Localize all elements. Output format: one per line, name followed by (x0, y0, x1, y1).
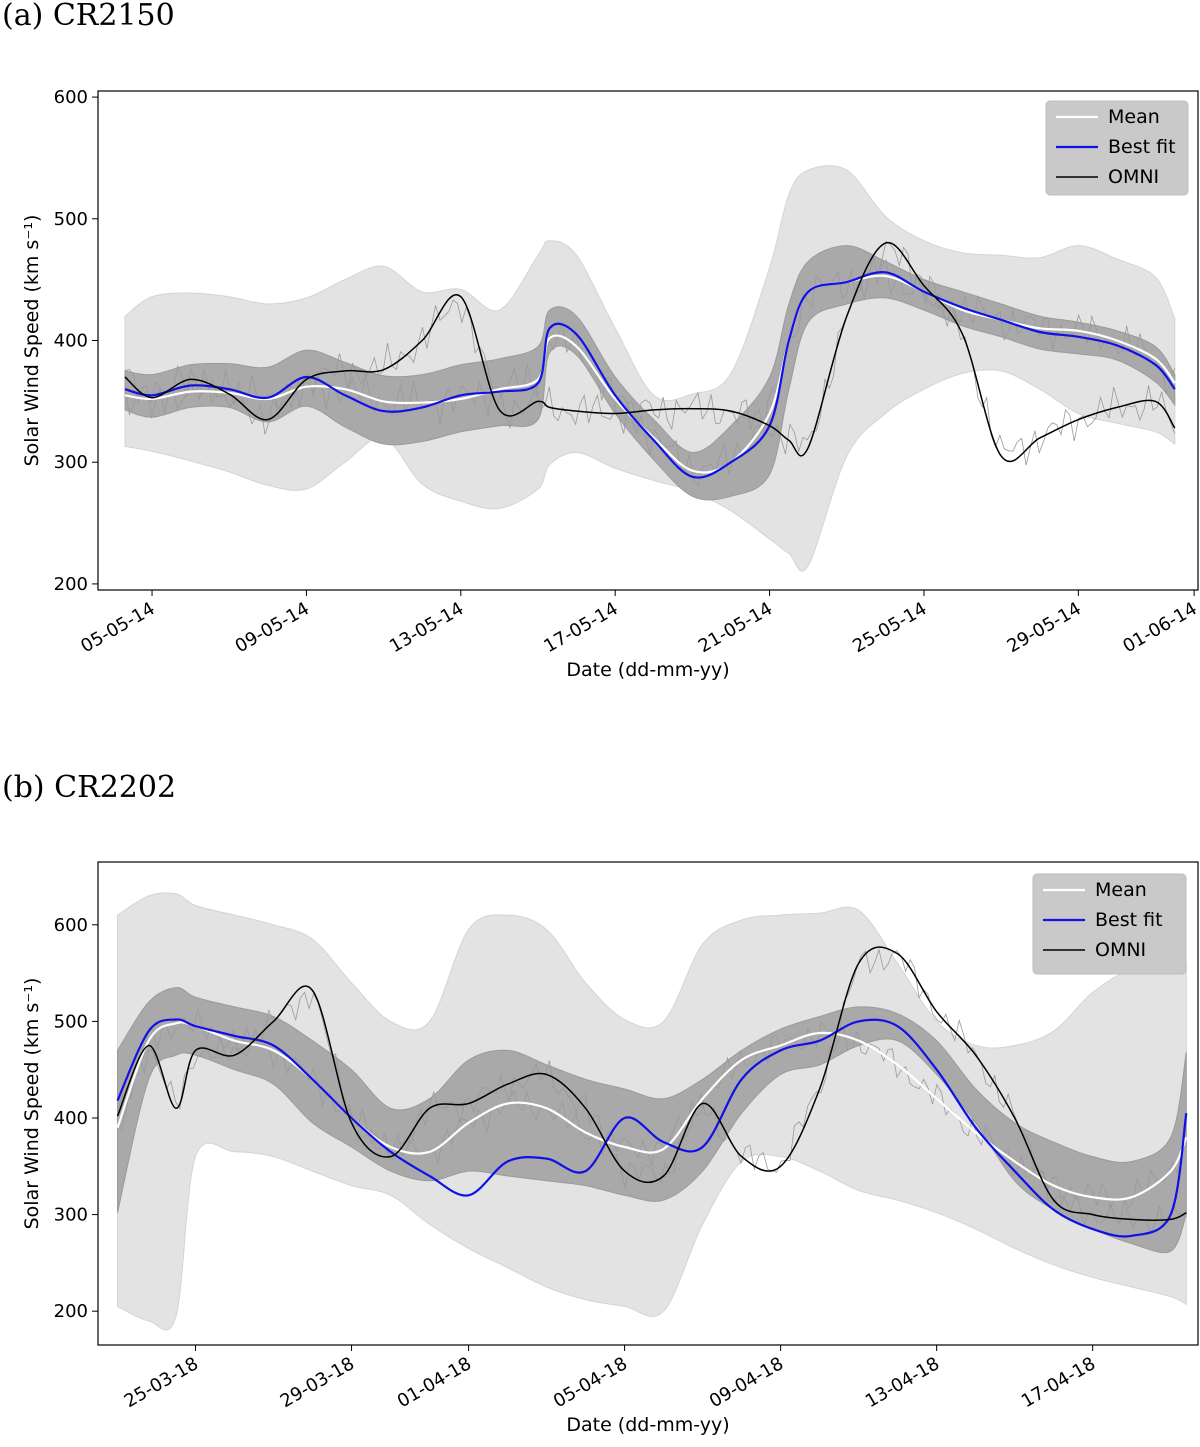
plot-area (124, 165, 1176, 572)
legend-entry: Mean (1108, 106, 1160, 128)
panel-b-label: (b) CR2202 (2, 770, 177, 805)
chart-b: 200 300 400 500 600 25-03-18 29-03-18 01-04-18 0… (21, 861, 1199, 1436)
legend-entry: Mean (1095, 879, 1147, 901)
plot-area (116, 892, 1188, 1331)
y-tick-label: 200 (54, 574, 88, 595)
x-tick-label: 21-05-14 (695, 598, 776, 657)
omni-line (116, 946, 1187, 1221)
legend-box (1045, 100, 1189, 196)
y-tick-label: 600 (54, 87, 88, 108)
y-axis-label: Solar Wind Speed (km s⁻¹) (21, 978, 43, 1230)
y-tick-label: 400 (54, 1108, 88, 1129)
x-tick-label: 17-04-18 (1018, 1353, 1099, 1412)
best-fit-line (116, 1018, 1188, 1238)
best-fit-band (117, 987, 1187, 1254)
x-tick-label: 01-06-14 (1119, 598, 1200, 657)
best-fit-band (124, 245, 1176, 501)
y-tick-label: 300 (54, 1205, 88, 1226)
chart-a: 200 300 400 500 600 05-05-14 09-05-14 13-05-14 1… (21, 87, 1200, 681)
omni-line (124, 241, 1176, 463)
mean-line (116, 1021, 1188, 1201)
ensemble-trace (117, 1008, 1187, 1210)
y-tick-label: 600 (54, 915, 88, 936)
x-tick-label: 25-03-18 (121, 1353, 202, 1412)
y-tick-label: 300 (54, 452, 88, 473)
x-axis-label: Date (dd-mm-yy) (566, 659, 729, 681)
x-tick-label: 13-04-18 (862, 1353, 943, 1412)
legend-box (1032, 873, 1187, 975)
best-fit-line (124, 271, 1176, 479)
legend-entry: OMNI (1108, 166, 1159, 188)
x-tick-label: 29-05-14 (1004, 598, 1085, 657)
y-tick-label: 500 (54, 1011, 88, 1032)
x-tick-label: 09-04-18 (706, 1353, 787, 1412)
y-tick-label: 500 (54, 209, 88, 230)
panel-a-label: (a) CR2150 (2, 0, 175, 33)
legend-entry: Best fit (1095, 909, 1163, 931)
y-tick-label: 400 (54, 331, 88, 352)
legend-entry: Best fit (1108, 136, 1176, 158)
x-tick-label: 25-05-14 (849, 598, 930, 657)
legend-entry: OMNI (1095, 939, 1146, 961)
x-tick-label: 29-03-18 (277, 1353, 358, 1412)
x-tick-label: 05-04-18 (550, 1353, 631, 1412)
ensemble-envelope (124, 165, 1176, 572)
x-tick-label: 05-05-14 (77, 598, 158, 657)
ensemble-trace (124, 240, 1176, 466)
ensemble-trace (124, 259, 1176, 486)
x-tick-label: 17-05-14 (540, 598, 621, 657)
ensemble-trace (117, 948, 1187, 1234)
x-tick-label: 09-05-14 (232, 598, 313, 657)
y-axis-label: Solar Wind Speed (km s⁻¹) (21, 215, 43, 467)
axes-frame (97, 861, 1199, 1346)
x-axis-label: Date (dd-mm-yy) (566, 1414, 729, 1436)
x-tick-label: 13-05-14 (386, 598, 467, 657)
x-tick-label: 01-04-18 (394, 1353, 475, 1412)
y-tick-label: 200 (54, 1301, 88, 1322)
